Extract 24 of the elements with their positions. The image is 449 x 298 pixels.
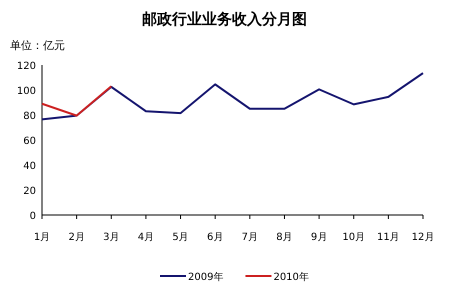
legend-label: 2009年 [188,271,224,283]
line-series [41,72,424,120]
y-tick-label: 80 [23,111,36,122]
y-axis-title: 单位：亿元 [10,39,65,52]
chart-title: 邮政行业业务收入分月图 [142,10,307,28]
y-tick-label: 20 [23,186,36,197]
x-tick-label: 4月 [138,232,154,243]
x-tick-label: 9月 [310,232,328,243]
x-tick-label: 11月 [376,232,400,243]
legend-label: 2010年 [273,271,309,283]
x-tick-label: 2月 [68,232,85,243]
x-tick-label: 7月 [242,232,258,243]
y-tick-label: 0 [30,211,36,222]
x-tick-label: 1月 [34,232,50,243]
x-tick-label: 10月 [342,232,366,243]
x-tick-label: 3月 [103,232,120,243]
x-tick-label: 8月 [276,232,293,243]
y-tick-label: 60 [23,136,36,147]
y-tick-label: 40 [23,161,36,172]
y-tick-label: 120 [16,61,36,72]
y-tick-label: 100 [16,86,36,97]
x-tick-label: 5月 [172,232,189,243]
x-tick-label: 6月 [206,232,224,243]
x-tick-label: 12月 [412,232,434,243]
